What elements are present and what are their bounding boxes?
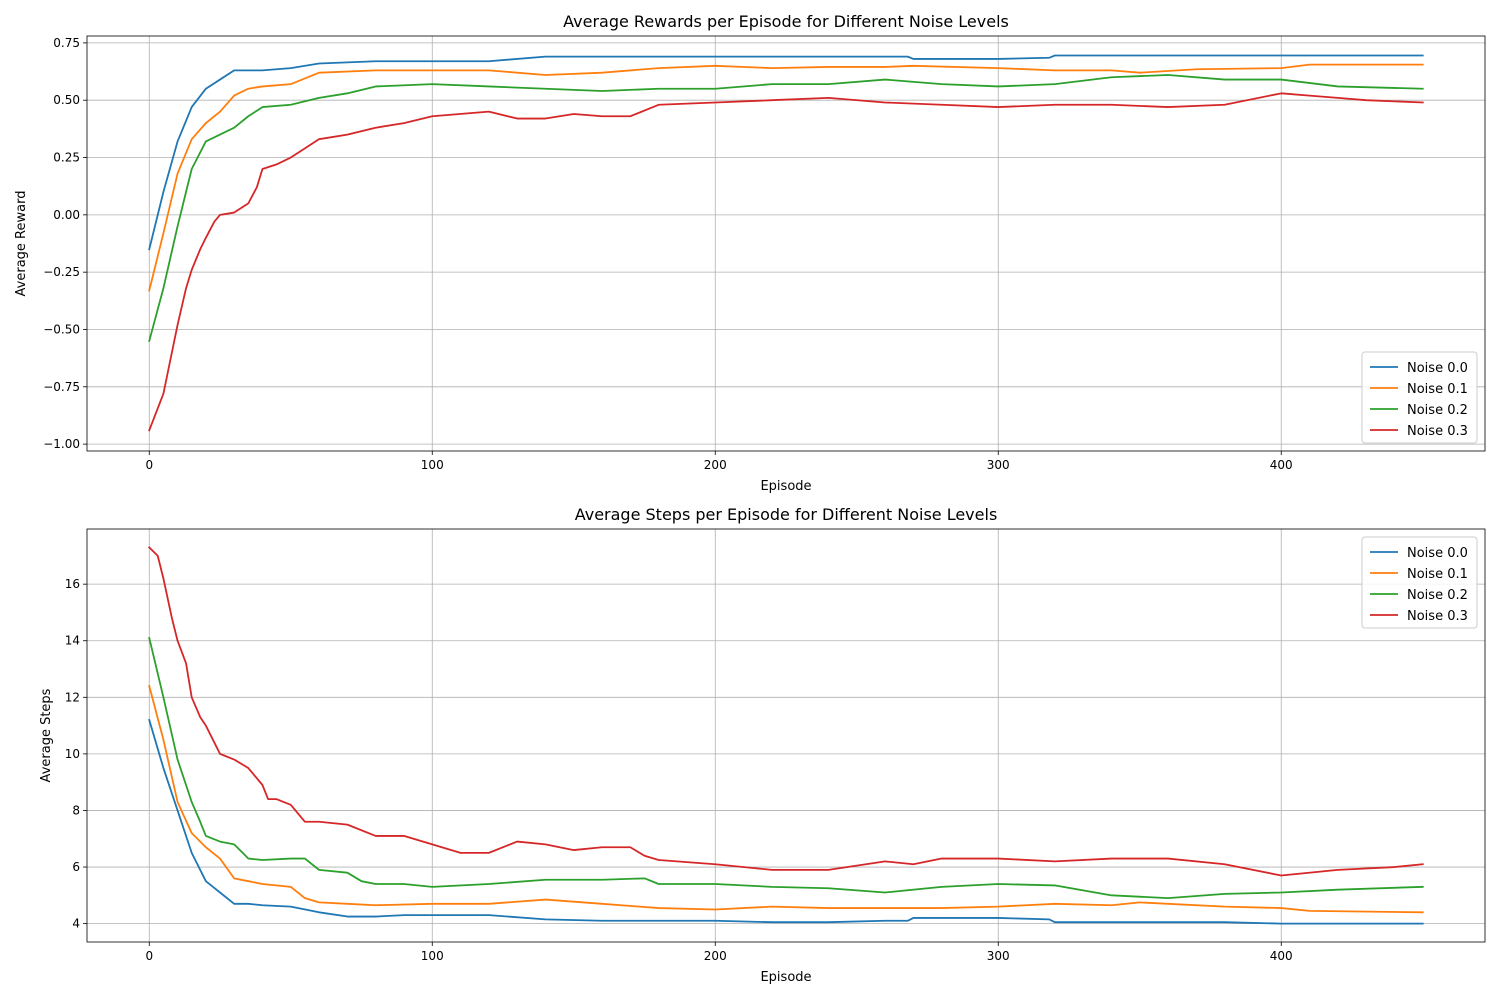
series-line-noise-0-0 bbox=[148, 718, 1424, 925]
series-line-noise-0-2 bbox=[148, 74, 1424, 343]
y-tick-label: 16 bbox=[65, 577, 80, 591]
y-tick-label: 4 bbox=[72, 917, 80, 931]
legend-entry: Noise 0.2 bbox=[1407, 588, 1468, 603]
chart-1: 0 100 200 300 400 −1.00 −0.75 −0.50 −0.25 0.00 0.2… bbox=[14, 12, 1486, 494]
y-tick-label: −0.50 bbox=[43, 322, 80, 336]
legend-entry: Noise 0.3 bbox=[1407, 424, 1468, 439]
chart-title: Average Steps per Episode for Different … bbox=[575, 505, 998, 524]
plot-frame bbox=[86, 35, 1486, 452]
legend: Noise 0.0 Noise 0.1 Noise 0.2 Noise 0.3 bbox=[1361, 351, 1478, 444]
series-line-noise-0-0 bbox=[148, 54, 1424, 251]
y-tick-label: −1.00 bbox=[43, 437, 80, 451]
y-tick-label: −0.25 bbox=[43, 265, 80, 279]
plot-frame bbox=[86, 528, 1486, 943]
y-axis-label: Average Reward bbox=[14, 191, 29, 297]
x-tick-label: 400 bbox=[1270, 949, 1293, 963]
y-axis-label: Average Steps bbox=[39, 688, 54, 782]
legend-entry: Noise 0.2 bbox=[1407, 403, 1468, 418]
legend-entry: Noise 0.1 bbox=[1407, 567, 1468, 582]
y-tick-label: 10 bbox=[65, 747, 80, 761]
x-tick-label: 400 bbox=[1270, 458, 1293, 472]
legend: Noise 0.0 Noise 0.1 Noise 0.2 Noise 0.3 bbox=[1361, 536, 1478, 629]
x-axis-label: Episode bbox=[760, 970, 811, 985]
x-tick-label: 0 bbox=[145, 949, 153, 963]
series-line-noise-0-1 bbox=[148, 63, 1424, 292]
series-line-noise-0-3 bbox=[148, 92, 1424, 432]
x-tick-label: 300 bbox=[987, 949, 1010, 963]
y-tick-label: 0.00 bbox=[53, 208, 80, 222]
x-tick-label: 200 bbox=[704, 949, 727, 963]
y-tick-label: 12 bbox=[65, 690, 80, 704]
x-tick-label: 100 bbox=[421, 949, 444, 963]
y-tick-label: 0.25 bbox=[53, 151, 80, 165]
series-line-noise-0-2 bbox=[148, 636, 1424, 900]
legend-entry: Noise 0.1 bbox=[1407, 382, 1468, 397]
x-tick-label: 200 bbox=[704, 458, 727, 472]
y-tick-label: −0.75 bbox=[43, 380, 80, 394]
y-tick-label: 14 bbox=[65, 634, 80, 648]
series-line-noise-0-3 bbox=[147, 546, 1424, 877]
y-tick-label: 0.50 bbox=[53, 93, 80, 107]
legend-box bbox=[1361, 351, 1478, 444]
legend-entry: Noise 0.3 bbox=[1407, 609, 1468, 624]
x-axis-label: Episode bbox=[760, 479, 811, 494]
legend-entry: Noise 0.0 bbox=[1407, 546, 1468, 561]
x-tick-label: 100 bbox=[421, 458, 444, 472]
chart-2: 0 100 200 300 400 4 6 8 10 12 14 16 Average Steps pe… bbox=[39, 505, 1486, 985]
x-tick-label: 300 bbox=[987, 458, 1010, 472]
x-tick-label: 0 bbox=[145, 458, 153, 472]
y-tick-label: 0.75 bbox=[53, 36, 80, 50]
legend-entry: Noise 0.0 bbox=[1407, 361, 1468, 376]
series-line-noise-0-1 bbox=[148, 684, 1424, 914]
legend-box bbox=[1361, 536, 1478, 629]
y-tick-label: 8 bbox=[72, 803, 80, 817]
chart-title: Average Rewards per Episode for Differen… bbox=[563, 12, 1009, 31]
y-tick-label: 6 bbox=[72, 860, 80, 874]
